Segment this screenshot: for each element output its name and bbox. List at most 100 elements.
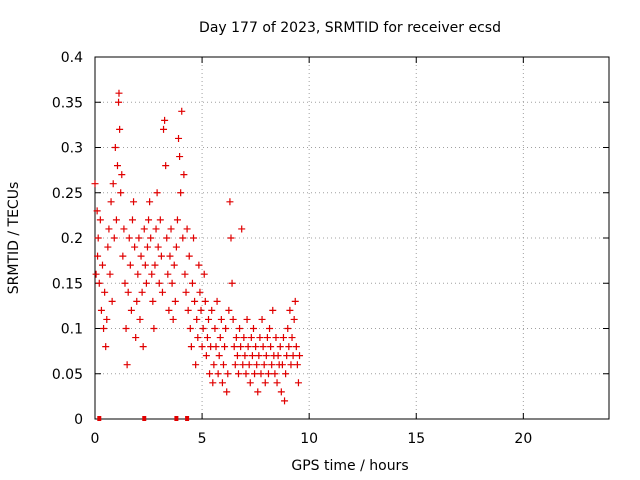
data-point (93, 207, 101, 215)
data-point (260, 361, 268, 369)
data-point (258, 315, 266, 323)
data-point (184, 306, 192, 314)
data-point (231, 361, 239, 369)
data-point (241, 352, 249, 360)
data-point (149, 297, 157, 305)
data-point (243, 315, 251, 323)
data-point (121, 279, 129, 287)
data-point (269, 306, 277, 314)
data-point (138, 288, 146, 296)
x-tick-label: 20 (514, 431, 532, 447)
data-point (195, 261, 203, 269)
data-point (91, 180, 99, 188)
data-point (283, 352, 291, 360)
data-point (172, 243, 180, 251)
zero-data-point (97, 416, 102, 421)
data-point (180, 171, 188, 179)
data-point (216, 334, 224, 342)
data-point (94, 234, 102, 242)
data-point (277, 388, 285, 396)
data-point (281, 397, 289, 405)
data-point (253, 361, 261, 369)
data-point (233, 352, 241, 360)
data-point (232, 334, 240, 342)
data-point (236, 325, 244, 332)
data-point (140, 225, 148, 233)
data-point (145, 216, 153, 224)
data-point (266, 325, 274, 332)
data-point (113, 162, 121, 170)
data-point (169, 315, 177, 323)
data-point (155, 279, 163, 287)
data-point (220, 361, 227, 369)
data-points (91, 89, 304, 421)
data-point (255, 352, 263, 360)
y-tick-label: 0.3 (61, 141, 83, 157)
data-point (177, 189, 185, 197)
data-point (179, 234, 187, 242)
data-point (139, 343, 147, 351)
data-point (104, 243, 112, 251)
data-point (210, 361, 218, 369)
data-point (286, 306, 294, 314)
data-point (126, 261, 134, 269)
data-point (192, 361, 200, 369)
data-point (125, 234, 133, 242)
data-point (167, 225, 175, 233)
data-point (160, 125, 168, 133)
data-point (111, 144, 119, 151)
data-point (146, 198, 154, 206)
data-point (153, 189, 161, 197)
data-point (273, 379, 281, 387)
data-point (240, 334, 248, 342)
data-point (263, 334, 271, 342)
data-point (198, 343, 206, 351)
data-point (223, 388, 231, 396)
data-point (168, 279, 176, 287)
data-point (217, 315, 225, 323)
data-point (230, 343, 238, 351)
data-point (133, 297, 141, 305)
y-tick-label: 0.15 (52, 276, 83, 292)
data-point (264, 370, 272, 378)
data-point (148, 270, 156, 278)
x-tick-label: 5 (198, 431, 207, 447)
data-point (137, 252, 145, 260)
data-point (242, 370, 250, 378)
data-point (141, 261, 149, 269)
data-point (190, 234, 198, 242)
y-tick-label: 0.2 (61, 231, 83, 247)
data-point (130, 198, 138, 206)
grid-lines (95, 57, 609, 419)
data-point (239, 361, 247, 369)
data-point (282, 370, 290, 378)
data-point (289, 352, 297, 360)
data-point (200, 270, 208, 278)
data-point (222, 325, 230, 332)
data-point (171, 297, 179, 305)
data-point (96, 216, 104, 224)
data-point (191, 297, 199, 305)
data-point (107, 198, 115, 206)
data-point (296, 352, 304, 360)
data-point (294, 379, 302, 387)
data-point (271, 370, 279, 378)
data-point (123, 361, 131, 369)
data-point (290, 315, 298, 323)
data-point (157, 252, 165, 260)
data-point (268, 361, 276, 369)
data-point (156, 216, 164, 224)
data-point (143, 243, 151, 251)
data-point (116, 125, 124, 133)
data-point (105, 225, 113, 233)
data-point (284, 325, 292, 332)
data-point (151, 261, 159, 269)
data-point (102, 343, 110, 351)
data-point (166, 252, 174, 260)
axis-ticks: 0 0.05 0.1 0.15 0.2 0.25 0.3 0.35 0.4 0 5 10 15 20 (52, 50, 609, 447)
y-tick-label: 0.4 (61, 50, 83, 66)
data-point (274, 352, 282, 360)
data-point (101, 288, 109, 296)
data-point (259, 343, 267, 351)
data-point (211, 325, 219, 332)
